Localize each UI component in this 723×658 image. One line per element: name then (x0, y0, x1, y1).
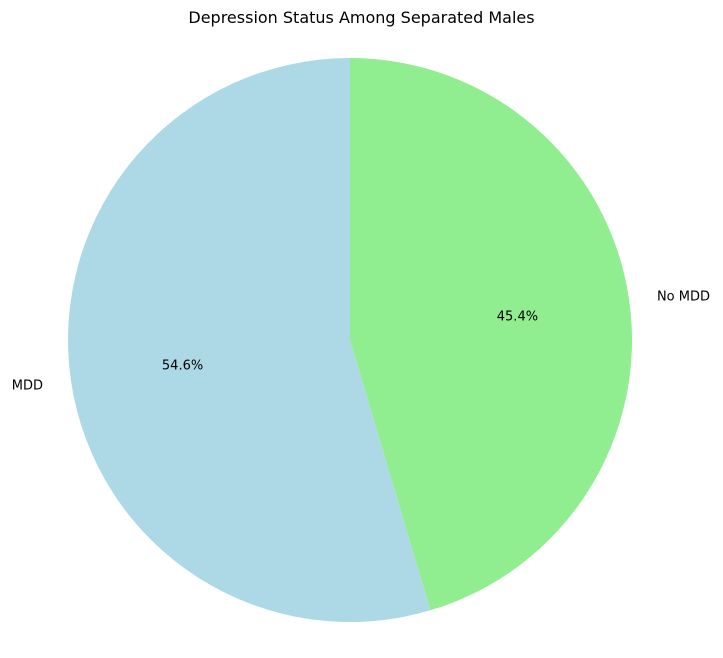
chart-title: Depression Status Among Separated Males (188, 8, 535, 27)
slice-category-label: MDD (12, 379, 43, 394)
pie-slices (68, 57, 633, 622)
slice-category-label: No MDD (657, 289, 710, 304)
pie-labels: 45.4% No MDD 54.6% MDD (12, 289, 710, 393)
slice-percent-label: 45.4% (497, 310, 538, 325)
pie-slice-mdd (68, 57, 431, 622)
pie-slice-no-mdd (350, 58, 633, 611)
slice-percent-label: 54.6% (162, 358, 203, 373)
